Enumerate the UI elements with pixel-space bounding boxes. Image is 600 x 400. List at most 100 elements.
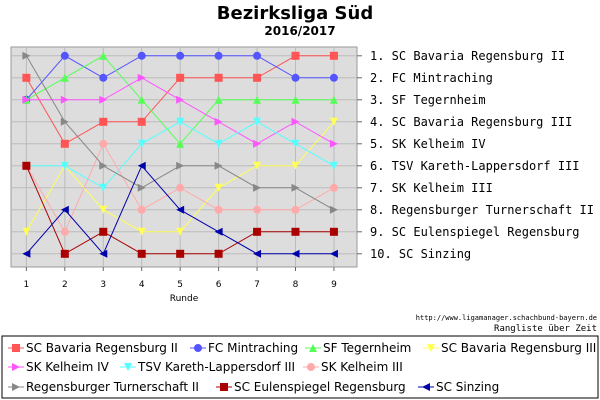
rank-label: 5. SK Kelheim IV [370, 137, 486, 151]
data-point [214, 183, 223, 192]
data-point [291, 95, 300, 104]
data-point [99, 205, 108, 214]
data-point [176, 117, 185, 126]
data-point [253, 161, 262, 170]
x-tick-label: 7 [254, 280, 260, 290]
data-point [99, 139, 108, 148]
legend-entry: SC Bavaria Regensburg II [8, 341, 178, 355]
chart-title: Bezirksliga Süd [217, 3, 373, 24]
data-point [137, 249, 146, 258]
data-point [176, 161, 185, 170]
data-point [60, 249, 69, 258]
x-tick-label: 2 [62, 280, 68, 290]
x-tick-label: 6 [216, 280, 222, 290]
data-point [60, 139, 69, 148]
data-point [214, 117, 223, 126]
series-3 [22, 51, 338, 148]
legend-label: SC Sinzing [436, 380, 499, 394]
x-axis-ticks: 1 2 3 4 5 6 7 8 9 [24, 267, 337, 290]
data-point [253, 139, 262, 148]
legend-entry: SC Bavaria Regensburg III [423, 341, 596, 355]
data-point [329, 161, 338, 170]
rank-label: 1. SC Bavaria Regensburg II [370, 49, 565, 63]
data-point [60, 227, 69, 236]
data-point [291, 183, 300, 192]
rank-label: 10. SC Sinzing [370, 247, 471, 261]
data-point [22, 249, 31, 258]
data-point [176, 73, 185, 82]
rank-labels: 1. SC Bavaria Regensburg II 2. FC Mintrac… [357, 49, 594, 261]
data-point [291, 51, 300, 60]
data-point [291, 161, 300, 170]
data-point [253, 249, 262, 258]
data-point [176, 205, 185, 214]
data-point [329, 117, 338, 126]
data-point [99, 117, 108, 126]
data-point [253, 73, 262, 82]
data-point [214, 227, 223, 236]
data-point [22, 161, 31, 170]
data-point [99, 161, 108, 170]
data-point [60, 205, 69, 214]
credit-text: Rangliste über Zeit [494, 324, 597, 334]
legend-label: SC Bavaria Regensburg II [26, 341, 178, 355]
series-5 [22, 73, 338, 148]
legend-entry: TSV Kareth-Lappersdorf III [120, 360, 295, 374]
data-point [214, 161, 223, 170]
legend-marker [12, 383, 20, 391]
data-point [291, 73, 300, 82]
data-point [60, 73, 69, 82]
data-point [329, 139, 338, 148]
legend-marker [124, 363, 132, 371]
data-point [291, 249, 300, 258]
data-point [60, 117, 69, 126]
data-point [137, 161, 146, 170]
data-point [99, 249, 108, 258]
data-point [22, 227, 31, 236]
legend-entry: SF Tegernheim [305, 341, 411, 355]
data-point [22, 73, 31, 82]
legend-entry: SK Kelheim IV [8, 360, 110, 374]
series-10 [22, 161, 338, 258]
data-point [22, 51, 31, 60]
legend-marker [12, 344, 20, 352]
legend-entry: SK Kelheim III [303, 360, 403, 374]
data-point [214, 95, 223, 104]
x-tick-label: 1 [24, 280, 30, 290]
data-point [214, 139, 223, 148]
chart-subtitle: 2016/2017 [264, 24, 335, 38]
legend: SC Bavaria Regensburg II FC Mintraching SF… [8, 341, 596, 394]
data-point [137, 183, 146, 192]
rank-label: 2. FC Mintraching [370, 71, 493, 85]
legend-marker [422, 383, 430, 391]
x-tick-label: 5 [177, 280, 183, 290]
data-point [329, 73, 338, 82]
data-point [176, 227, 185, 236]
x-tick-label: 3 [100, 280, 106, 290]
series-9 [22, 161, 338, 258]
rank-label: 6. TSV Kareth-Lappersdorf III [370, 159, 580, 173]
data-point [99, 51, 108, 60]
legend-marker [220, 383, 228, 391]
legend-marker [307, 363, 315, 371]
data-point [137, 73, 146, 82]
data-point [137, 205, 146, 214]
data-point [253, 227, 262, 236]
data-point [329, 205, 338, 214]
data-point [329, 51, 338, 60]
legend-marker [12, 363, 20, 371]
legend-label: SC Eulenspiegel Regensburg [234, 380, 406, 394]
data-point [329, 183, 338, 192]
data-point [253, 205, 262, 214]
legend-box [1, 335, 599, 399]
data-point [176, 95, 185, 104]
data-point [137, 95, 146, 104]
data-point [291, 205, 300, 214]
data-point [22, 95, 31, 104]
legend-marker [309, 344, 317, 352]
legend-label: TSV Kareth-Lappersdorf III [137, 360, 295, 374]
data-point [99, 183, 108, 192]
legend-entry: FC Mintraching [190, 341, 298, 355]
legend-entry: SC Eulenspiegel Regensburg [216, 380, 406, 394]
